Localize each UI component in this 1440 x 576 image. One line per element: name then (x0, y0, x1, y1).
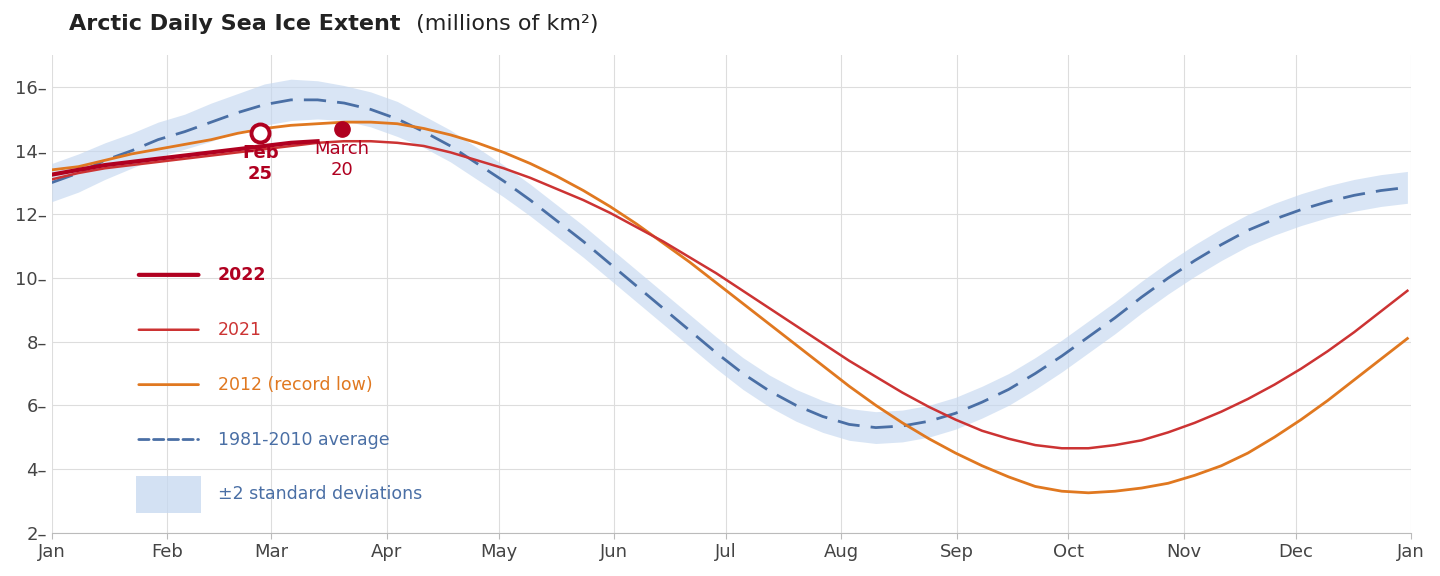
Text: 2022: 2022 (217, 266, 266, 284)
Text: March
20: March 20 (315, 141, 370, 179)
Text: Arctic Daily Sea Ice Extent: Arctic Daily Sea Ice Extent (69, 14, 400, 35)
Bar (135, 476, 202, 513)
Text: 2021: 2021 (217, 321, 262, 339)
Text: 2012 (record low): 2012 (record low) (217, 376, 372, 393)
Text: Feb
25: Feb 25 (242, 145, 278, 183)
Text: ±2 standard deviations: ±2 standard deviations (217, 486, 422, 503)
Text: 1981-2010 average: 1981-2010 average (217, 430, 389, 449)
Text: (millions of km²): (millions of km²) (409, 14, 599, 35)
